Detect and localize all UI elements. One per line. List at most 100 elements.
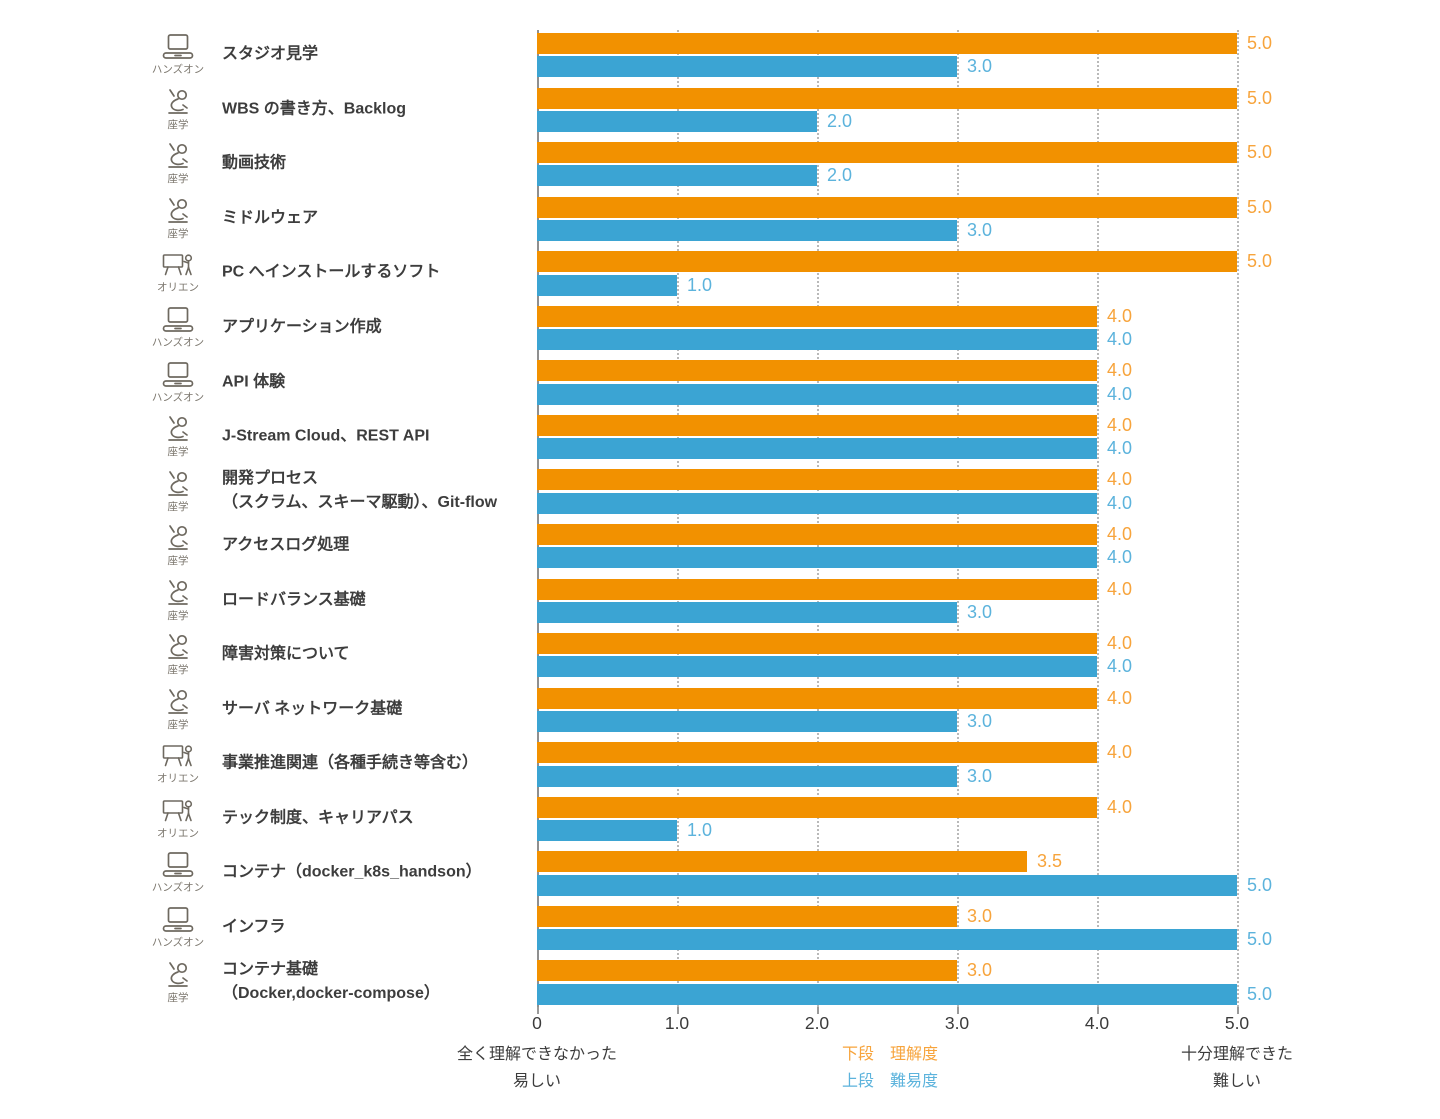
difficulty-value-label: 4.0 bbox=[1107, 547, 1133, 568]
difficulty-value-label: 5.0 bbox=[1247, 929, 1273, 950]
axis-max-caption: 十分理解できた 難しい bbox=[1181, 1041, 1293, 1095]
axis-max-caption-line2: 難しい bbox=[1212, 1073, 1262, 1090]
difficulty-bar bbox=[537, 547, 1097, 569]
row-title: アプリケーション作成 bbox=[222, 318, 382, 336]
row-bars: 4.0 3.0 bbox=[537, 573, 1440, 628]
difficulty-value-label: 4.0 bbox=[1107, 438, 1133, 459]
chart-row: 座学 WBS の書き方、Backlog 5.0 2.0 bbox=[0, 83, 1440, 138]
category-icon-block: 座学 bbox=[130, 88, 226, 132]
tick-2 bbox=[817, 1007, 819, 1014]
row-bars: 5.0 3.0 bbox=[537, 28, 1440, 83]
understanding-bar bbox=[537, 251, 1237, 273]
difficulty-bar bbox=[537, 165, 817, 187]
category-icon-block: オリエン bbox=[130, 797, 226, 840]
category-label: 座学 bbox=[167, 555, 189, 568]
row-title: コンテナ（docker_k8s_handson） bbox=[222, 864, 482, 882]
gridline-3 bbox=[957, 30, 959, 1007]
row-title: インフラ bbox=[222, 918, 286, 936]
row-title: PC へインストールするソフト bbox=[222, 264, 441, 282]
axis-min-caption: 全く理解できなかった 易しい bbox=[457, 1041, 617, 1095]
category-icon-block: ハンズオン bbox=[130, 907, 226, 950]
difficulty-value-label: 4.0 bbox=[1107, 383, 1133, 404]
row-title: 事業推進関連（各種手続き等含む） bbox=[222, 754, 479, 772]
difficulty-bar bbox=[537, 274, 677, 296]
understanding-bar bbox=[537, 360, 1097, 382]
understanding-bar bbox=[537, 796, 1097, 818]
difficulty-value-label: 3.0 bbox=[967, 220, 993, 241]
chart-row: オリエン PC へインストールするソフト 5.0 1.0 bbox=[0, 246, 1440, 301]
presentation-board-icon bbox=[162, 745, 193, 767]
category-label: ハンズオン bbox=[151, 63, 205, 76]
chart-legend: 下段 理解度 上段 難易度 bbox=[842, 1041, 938, 1095]
category-label: 座学 bbox=[167, 991, 189, 1004]
x-tick-label: 1.0 bbox=[664, 1013, 690, 1033]
understanding-bar bbox=[537, 142, 1237, 164]
plot-area: ハンズオン スタジオ見学 5.0 3.0 座学 WBS の書き方、Backlog… bbox=[0, 28, 1440, 1010]
understanding-value-label: 4.0 bbox=[1107, 633, 1133, 654]
row-bars: 4.0 3.0 bbox=[537, 683, 1440, 738]
understanding-bar bbox=[537, 633, 1097, 655]
tick-5 bbox=[1237, 1007, 1239, 1014]
row-title: API 体験 bbox=[222, 373, 286, 391]
category-icon-block: 座学 bbox=[130, 197, 226, 241]
row-title: サーバ ネットワーク基礎 bbox=[222, 700, 403, 718]
difficulty-value-label: 4.0 bbox=[1107, 329, 1133, 350]
seated-person-icon bbox=[168, 634, 188, 660]
x-tick-label: 4.0 bbox=[1084, 1013, 1110, 1033]
category-label: 座学 bbox=[167, 609, 189, 622]
category-icon-block: 座学 bbox=[130, 470, 226, 514]
seated-person-icon bbox=[168, 416, 188, 441]
understanding-value-label: 5.0 bbox=[1247, 251, 1273, 272]
difficulty-bar bbox=[537, 383, 1097, 405]
understanding-value-label: 5.0 bbox=[1247, 196, 1273, 217]
category-label: 座学 bbox=[167, 227, 189, 240]
difficulty-bar bbox=[537, 329, 1097, 351]
difficulty-value-label: 4.0 bbox=[1107, 492, 1133, 513]
difficulty-value-label: 2.0 bbox=[827, 165, 853, 186]
difficulty-bar bbox=[537, 874, 1237, 896]
seated-person-icon bbox=[168, 961, 188, 987]
laptop-icon bbox=[162, 34, 194, 60]
row-bars: 4.0 4.0 bbox=[537, 628, 1440, 683]
chart-row: オリエン テック制度、キャリアパス 4.0 1.0 bbox=[0, 792, 1440, 847]
understanding-value-label: 4.0 bbox=[1107, 796, 1133, 817]
understanding-value-label: 4.0 bbox=[1107, 687, 1133, 708]
category-icon-block: 座学 bbox=[130, 633, 226, 677]
difficulty-value-label: 5.0 bbox=[1247, 983, 1273, 1004]
chart-row: ハンズオン API 体験 4.0 4.0 bbox=[0, 355, 1440, 410]
row-title: 障害対策について bbox=[222, 645, 350, 663]
row-title: ロードバランス基礎 bbox=[222, 591, 366, 609]
understanding-bar bbox=[537, 414, 1097, 436]
laptop-icon bbox=[162, 852, 194, 878]
gridline-2 bbox=[817, 30, 819, 1007]
category-icon-block: 座学 bbox=[130, 961, 226, 1005]
understanding-value-label: 5.0 bbox=[1247, 33, 1273, 54]
chart-row: 座学 J-Stream Cloud、REST API 4.0 4.0 bbox=[0, 410, 1440, 465]
laptop-icon bbox=[162, 361, 194, 387]
row-bars: 4.0 4.0 bbox=[537, 355, 1440, 410]
chart-row: 座学 動画技術 5.0 2.0 bbox=[0, 137, 1440, 192]
gridline-4 bbox=[1097, 30, 1099, 1007]
chart-row: 座学 開発プロセス （スクラム、スキーマ駆動）、Git-flow 4.0 4.0 bbox=[0, 464, 1440, 519]
understanding-value-label: 4.0 bbox=[1107, 360, 1133, 381]
y-axis-line bbox=[537, 30, 539, 1007]
row-title: J-Stream Cloud、REST API bbox=[222, 427, 430, 445]
gridline-1 bbox=[677, 30, 679, 1007]
difficulty-bar bbox=[537, 220, 957, 242]
chart-row: ハンズオン インフラ 3.0 5.0 bbox=[0, 901, 1440, 956]
understanding-value-label: 4.0 bbox=[1107, 578, 1133, 599]
laptop-icon bbox=[162, 907, 194, 932]
row-bars: 3.5 5.0 bbox=[537, 846, 1440, 901]
row-bars: 5.0 1.0 bbox=[537, 246, 1440, 301]
seated-person-icon bbox=[168, 143, 188, 169]
row-bars: 3.0 5.0 bbox=[537, 901, 1440, 956]
category-icon-block: ハンズオン bbox=[130, 852, 226, 895]
understanding-bar bbox=[537, 469, 1097, 491]
category-label: ハンズオン bbox=[151, 936, 205, 949]
category-label: 座学 bbox=[167, 664, 189, 677]
row-bars: 3.0 5.0 bbox=[537, 955, 1440, 1010]
difficulty-bar bbox=[537, 765, 957, 787]
seated-person-icon bbox=[168, 688, 188, 714]
row-bars: 4.0 1.0 bbox=[537, 792, 1440, 847]
